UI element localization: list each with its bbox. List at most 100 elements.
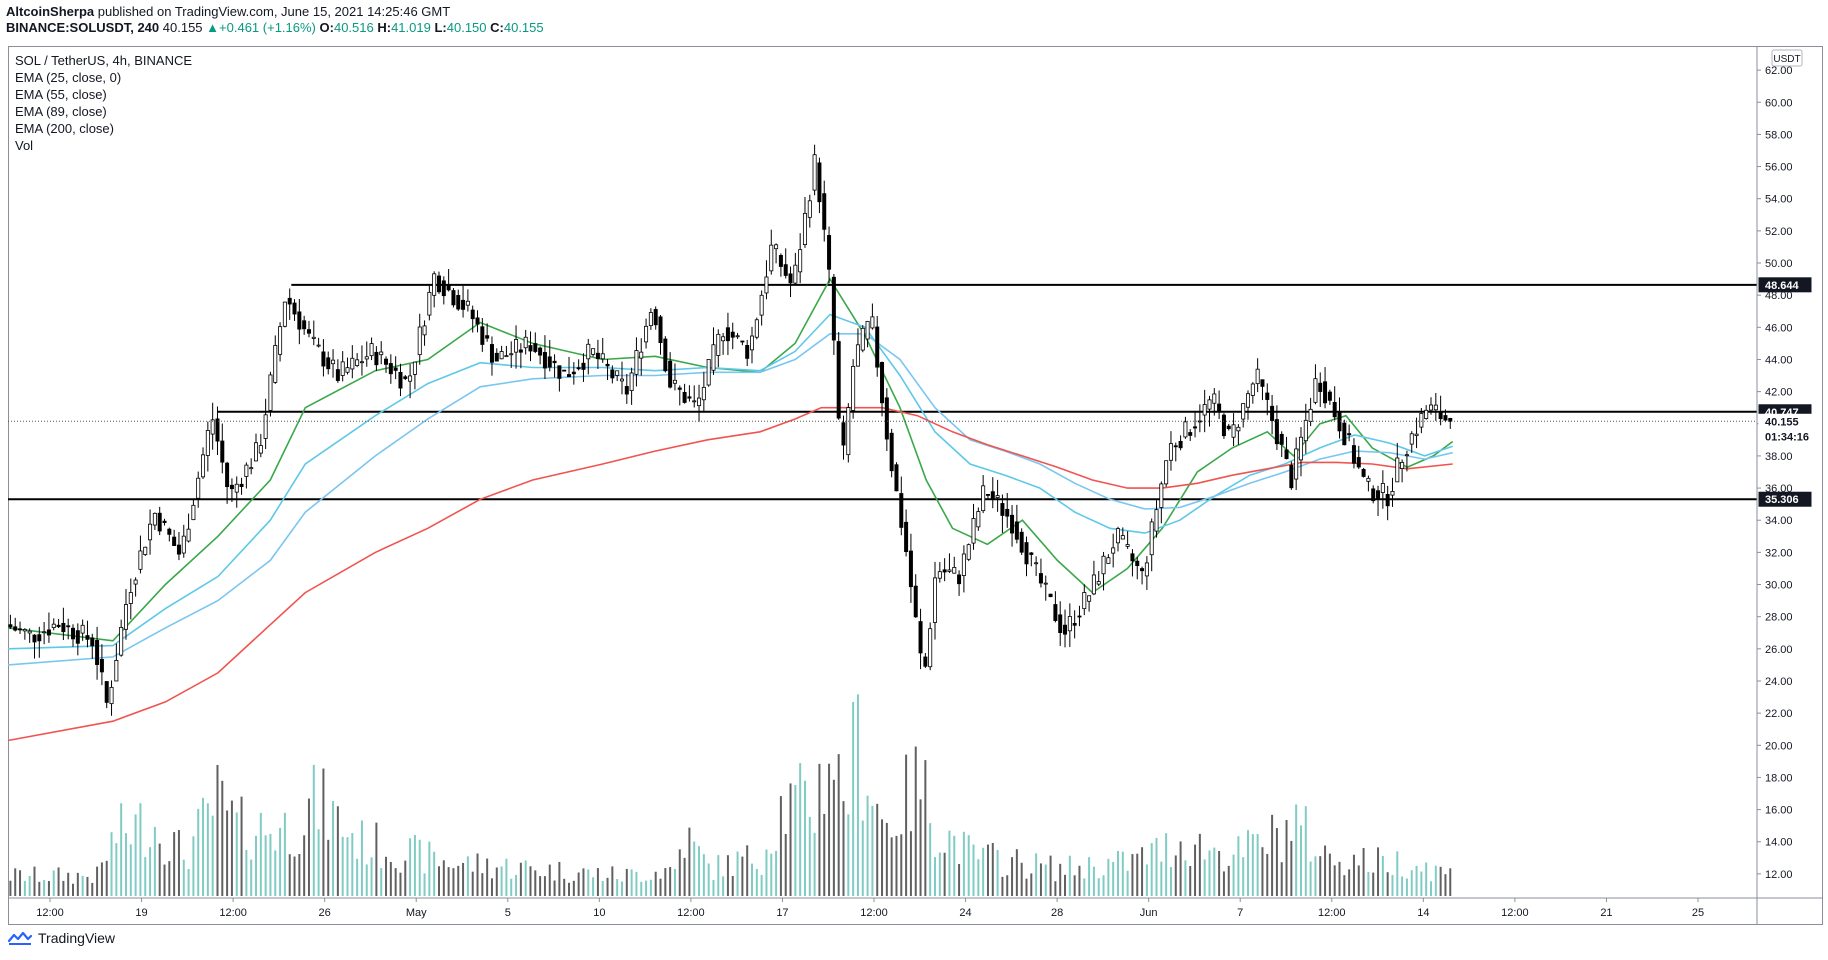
legend-ema89[interactable]: EMA (89, close) <box>15 104 107 119</box>
volume-bar <box>149 847 152 896</box>
candle-body <box>1096 581 1101 585</box>
volume-bar <box>847 814 850 896</box>
candle-body <box>489 344 494 363</box>
volume-bar <box>534 870 537 896</box>
volume-bar <box>1247 830 1250 896</box>
candle-body <box>793 264 798 284</box>
author-name[interactable]: AltcoinSherpa <box>6 4 95 19</box>
candle-body <box>465 300 470 306</box>
volume-bar <box>1030 873 1033 896</box>
x-tick-label: 10 <box>593 907 605 919</box>
volume-bar <box>832 779 835 896</box>
candle-body <box>1178 440 1183 449</box>
volume-bar <box>1256 834 1259 896</box>
candle-body <box>605 363 610 367</box>
candle-body <box>1376 490 1381 500</box>
volume-bar <box>62 880 65 896</box>
volume-bar <box>1155 837 1158 896</box>
candle-body <box>518 349 523 353</box>
candle-body <box>1125 544 1130 547</box>
volume-bar <box>731 875 734 896</box>
volume-bar <box>197 808 200 896</box>
candle-body <box>735 335 740 338</box>
volume-bar <box>211 815 214 896</box>
volume-bar <box>283 812 286 896</box>
candle-body <box>884 397 889 440</box>
tradingview-logo-icon[interactable] <box>8 930 32 946</box>
candle-body <box>1077 615 1082 618</box>
volume-bar <box>1242 857 1245 896</box>
volume-bar <box>1208 850 1211 896</box>
volume-bar <box>1194 844 1197 896</box>
published-text: published on TradingView.com, June 15, 2… <box>94 4 451 19</box>
volume-bar <box>110 832 113 896</box>
candle-body <box>788 273 793 284</box>
volume-bar <box>919 799 922 896</box>
candle-body <box>220 440 225 463</box>
volume-bar <box>409 838 412 896</box>
legend-vol[interactable]: Vol <box>15 138 34 153</box>
volume-bar <box>52 870 55 896</box>
volume-bar <box>1179 841 1182 896</box>
y-tick-label: 22.00 <box>1765 708 1793 720</box>
candle-body <box>1246 393 1251 408</box>
candle-body <box>668 360 673 388</box>
x-tick-label: 14 <box>1417 907 1429 919</box>
legend-ema25[interactable]: EMA (25, close, 0) <box>15 70 122 85</box>
candle-body <box>990 491 995 499</box>
y-tick-label: 34.00 <box>1765 515 1793 527</box>
volume-bar <box>616 879 619 896</box>
candle-body <box>398 371 403 389</box>
candle-body <box>1270 405 1275 421</box>
candle-body <box>899 493 904 528</box>
candle-body <box>1380 483 1385 493</box>
volume-bar <box>712 879 715 896</box>
volume-bar <box>972 844 975 896</box>
volume-bar <box>245 850 248 896</box>
candle-body <box>470 309 475 320</box>
candle-body <box>1414 433 1419 437</box>
candle-body <box>186 528 191 542</box>
candle-body <box>557 365 562 379</box>
candle-body <box>918 621 923 654</box>
volume-bar <box>230 800 233 896</box>
volume-bar <box>659 878 662 896</box>
volume-bar <box>611 866 614 896</box>
volume-bar <box>895 835 898 896</box>
volume-bar <box>842 801 845 896</box>
volume-bar <box>649 879 652 896</box>
volume-bar <box>1049 855 1052 896</box>
candle-body <box>32 634 37 643</box>
volume-bar <box>158 843 161 896</box>
candle-body <box>1038 573 1043 584</box>
volume-bar <box>1116 850 1119 896</box>
candle-body <box>576 367 581 370</box>
candle-body <box>388 363 393 375</box>
legend-title[interactable]: SOL / TetherUS, 4h, BINANCE <box>15 53 193 68</box>
volume-bar <box>905 754 908 896</box>
tradingview-brand[interactable]: TradingView <box>38 930 116 946</box>
volume-bar <box>519 862 522 896</box>
candle-body <box>119 626 124 656</box>
candle-body <box>18 628 23 631</box>
volume-bar <box>881 819 884 896</box>
candle-body <box>619 378 624 382</box>
volume-bar <box>1333 865 1336 896</box>
candle-body <box>499 351 504 360</box>
candle-body <box>66 625 71 628</box>
candle-body <box>600 353 605 360</box>
candle-body <box>331 359 336 365</box>
volume-bar <box>808 816 811 896</box>
currency-badge[interactable]: USDT <box>1771 49 1803 67</box>
candle-body <box>1404 454 1409 457</box>
legend-ema55[interactable]: EMA (55, close) <box>15 87 107 102</box>
volume-bar <box>1107 858 1110 896</box>
candle-body <box>99 658 104 673</box>
candle-body <box>13 626 18 631</box>
volume-bar <box>837 754 840 896</box>
legend-ema200[interactable]: EMA (200, close) <box>15 121 114 136</box>
candle-body <box>1207 399 1212 410</box>
y-tick-label: 56.00 <box>1765 162 1793 174</box>
symbol-label: BINANCE:SOLUSDT, 240 <box>6 20 160 35</box>
